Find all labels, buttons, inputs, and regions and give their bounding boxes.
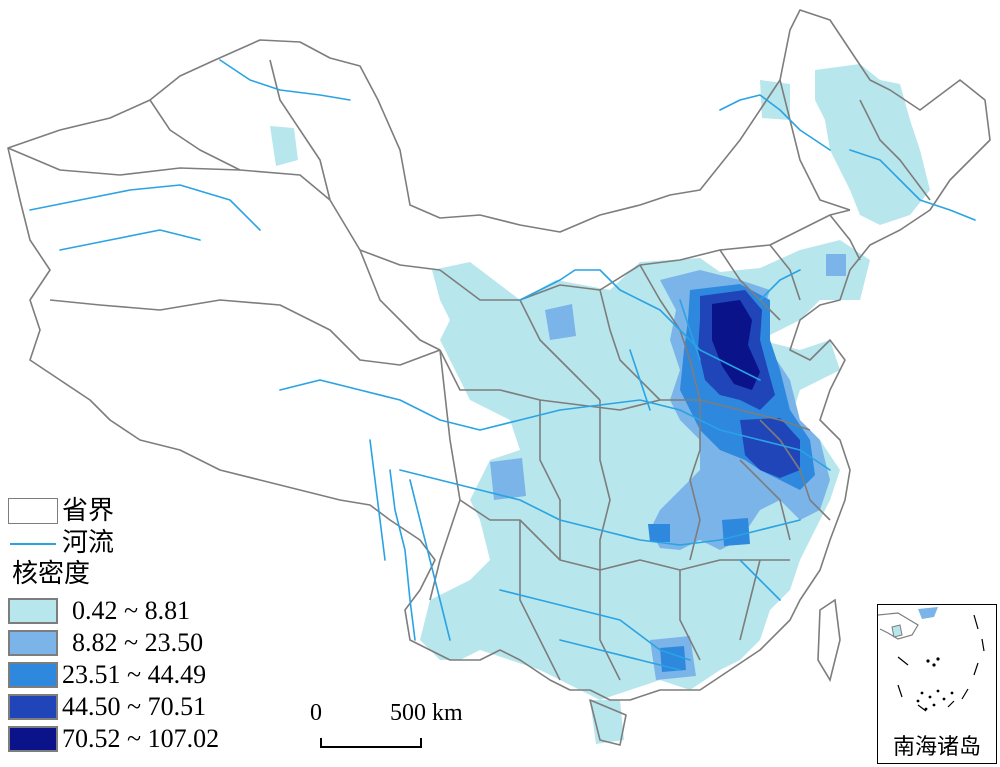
legend-class-row-1: 0.42 ~ 8.81 [8, 598, 190, 624]
river-label: 河流 [62, 528, 115, 557]
inset-map [878, 607, 985, 712]
class-swatch-1 [8, 598, 58, 624]
inset-density-patch [918, 607, 938, 619]
taiwan-outline [817, 598, 841, 683]
inset-label: 南海诸岛 [892, 734, 981, 759]
class-swatch-2 [8, 630, 58, 656]
class-range-2: 8.82 ~ 23.50 [72, 628, 204, 657]
map-legend: 省界 河流 核密度 0.42 ~ 8.81 8.82 ~ 23.50 23.51… [4, 494, 274, 764]
legend-province-row: 省界 [8, 498, 114, 524]
legend-class-row-4: 44.50 ~ 70.51 [8, 694, 206, 720]
scale-distance-label: 500 km [390, 700, 463, 726]
inset-dash-line-west [897, 656, 955, 712]
inset-hainan [891, 624, 903, 638]
province-label: 省界 [62, 496, 115, 525]
class-swatch-4 [8, 694, 58, 720]
class-range-3: 23.51 ~ 44.49 [62, 660, 207, 689]
class-swatch-3 [8, 662, 58, 688]
south-china-sea-inset: 南海诸岛 [877, 604, 997, 764]
class-range-4: 44.50 ~ 70.51 [62, 692, 207, 721]
density-legend-title: 核密度 [12, 559, 91, 588]
national-boundary [7, 9, 991, 701]
class-range-5: 70.52 ~ 107.02 [62, 724, 220, 753]
density-class-5 [712, 300, 760, 390]
legend-class-row-3: 23.51 ~ 44.49 [8, 662, 206, 688]
legend-river-row: 河流 [8, 530, 114, 556]
class-swatch-5 [8, 726, 58, 752]
density-layer [270, 64, 930, 744]
province-swatch [8, 498, 58, 524]
legend-class-row-5: 70.52 ~ 107.02 [8, 726, 219, 752]
scale-line [320, 738, 422, 748]
legend-class-row-2: 8.82 ~ 23.50 [8, 630, 203, 656]
province-boundaries [7, 9, 991, 746]
inset-islands [916, 657, 954, 711]
class-range-1: 0.42 ~ 8.81 [72, 596, 191, 625]
river-swatch [8, 530, 58, 556]
scale-bar: 0 500 km [306, 700, 466, 760]
scale-zero-label: 0 [310, 700, 322, 726]
inset-coast [878, 612, 919, 640]
rivers [29, 59, 976, 671]
inset-dash-line-east [961, 614, 985, 700]
